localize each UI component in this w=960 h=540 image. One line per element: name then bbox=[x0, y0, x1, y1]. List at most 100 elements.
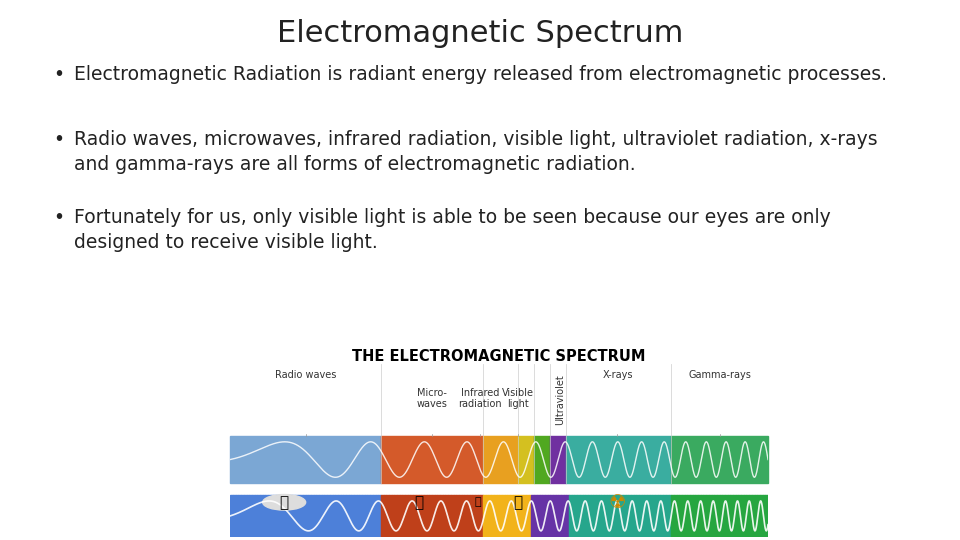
Bar bbox=[614, 495, 617, 537]
Bar bbox=[507, 495, 510, 537]
Bar bbox=[505, 495, 507, 537]
Bar bbox=[704, 495, 707, 537]
Text: Electromagnetic Spectrum: Electromagnetic Spectrum bbox=[276, 19, 684, 48]
Text: ☢: ☢ bbox=[609, 493, 626, 512]
Bar bbox=[384, 495, 386, 537]
Bar bbox=[405, 495, 408, 537]
Bar bbox=[588, 495, 590, 537]
Text: 📦: 📦 bbox=[414, 495, 423, 510]
Bar bbox=[281, 495, 284, 537]
Bar bbox=[327, 495, 330, 537]
Bar bbox=[483, 436, 518, 483]
Bar bbox=[348, 495, 351, 537]
Bar bbox=[260, 495, 263, 537]
Bar bbox=[413, 495, 416, 537]
Bar bbox=[687, 495, 690, 537]
Bar bbox=[749, 495, 752, 537]
Bar bbox=[480, 495, 483, 537]
Bar bbox=[346, 495, 348, 537]
Bar bbox=[462, 495, 465, 537]
Bar bbox=[443, 495, 445, 537]
Bar bbox=[634, 495, 636, 537]
Bar bbox=[426, 495, 429, 537]
Bar bbox=[762, 495, 765, 537]
Bar bbox=[424, 495, 426, 537]
Text: Gamma-rays: Gamma-rays bbox=[688, 370, 751, 380]
Bar bbox=[389, 495, 392, 537]
Bar bbox=[612, 495, 614, 537]
Bar bbox=[641, 495, 644, 537]
Bar bbox=[469, 495, 472, 537]
Bar bbox=[354, 495, 357, 537]
Bar bbox=[668, 495, 671, 537]
Bar bbox=[540, 495, 542, 537]
Bar bbox=[421, 495, 424, 537]
Bar bbox=[566, 436, 671, 483]
Bar bbox=[534, 495, 537, 537]
Bar bbox=[330, 495, 332, 537]
Text: X-rays: X-rays bbox=[602, 370, 633, 380]
Bar bbox=[359, 495, 362, 537]
Bar bbox=[610, 495, 612, 537]
Bar bbox=[308, 495, 311, 537]
Bar bbox=[399, 495, 402, 537]
Bar bbox=[292, 495, 295, 537]
Bar bbox=[644, 495, 647, 537]
Bar bbox=[322, 495, 324, 537]
Bar bbox=[693, 495, 695, 537]
Bar bbox=[244, 495, 247, 537]
Bar bbox=[502, 495, 505, 537]
Bar bbox=[550, 495, 553, 537]
Bar bbox=[674, 495, 677, 537]
Bar bbox=[725, 495, 728, 537]
Bar bbox=[741, 495, 744, 537]
Bar bbox=[365, 495, 368, 537]
Bar bbox=[510, 495, 513, 537]
Bar bbox=[631, 495, 634, 537]
Bar bbox=[451, 495, 453, 537]
Bar bbox=[319, 495, 322, 537]
Text: Micro-
waves: Micro- waves bbox=[417, 388, 447, 409]
Bar bbox=[569, 495, 572, 537]
Bar bbox=[677, 495, 680, 537]
Bar bbox=[722, 495, 725, 537]
Bar bbox=[416, 495, 419, 537]
Bar bbox=[559, 495, 561, 537]
Bar bbox=[274, 495, 276, 537]
Bar bbox=[586, 495, 588, 537]
Bar bbox=[655, 495, 658, 537]
Bar bbox=[378, 495, 381, 537]
Bar bbox=[653, 495, 655, 537]
Bar bbox=[735, 495, 738, 537]
Bar bbox=[435, 495, 438, 537]
Bar bbox=[765, 495, 768, 537]
Bar bbox=[711, 495, 714, 537]
Bar bbox=[671, 495, 674, 537]
Bar bbox=[278, 495, 281, 537]
Bar bbox=[747, 495, 749, 537]
Bar bbox=[402, 495, 405, 537]
Bar bbox=[372, 495, 375, 537]
Text: Visible
light: Visible light bbox=[502, 388, 534, 409]
Bar bbox=[335, 495, 338, 537]
Bar bbox=[520, 495, 523, 537]
Bar bbox=[357, 495, 359, 537]
Bar bbox=[456, 495, 459, 537]
Text: 📻: 📻 bbox=[279, 495, 289, 510]
Bar bbox=[660, 495, 663, 537]
Bar bbox=[486, 495, 489, 537]
Bar bbox=[241, 495, 244, 537]
Bar bbox=[492, 495, 493, 537]
Bar bbox=[684, 495, 687, 537]
Bar bbox=[268, 495, 271, 537]
Bar bbox=[534, 436, 550, 483]
Bar bbox=[596, 495, 599, 537]
Bar bbox=[650, 495, 653, 537]
Text: •: • bbox=[53, 65, 64, 84]
Bar bbox=[287, 495, 290, 537]
Bar bbox=[438, 495, 440, 537]
Bar bbox=[445, 495, 448, 537]
Bar bbox=[717, 495, 720, 537]
Bar bbox=[572, 495, 574, 537]
Text: Ultraviolet: Ultraviolet bbox=[555, 374, 564, 425]
